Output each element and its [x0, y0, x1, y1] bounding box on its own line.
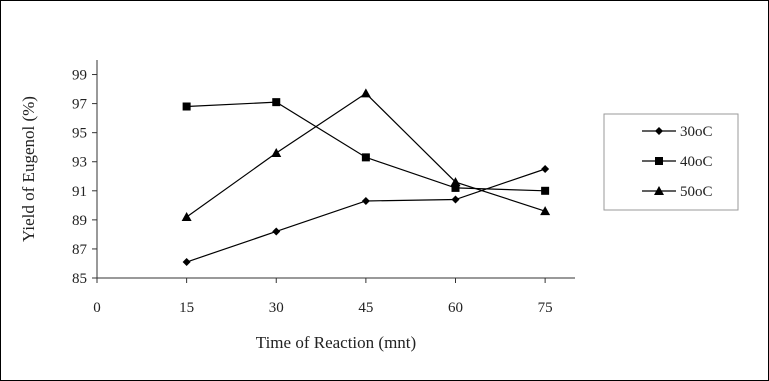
data-point [272, 227, 281, 236]
x-tick-label: 75 [538, 300, 553, 316]
legend-label: 40oC [680, 154, 713, 170]
legend-box [603, 113, 739, 211]
data-point [361, 153, 370, 162]
data-point [182, 102, 191, 111]
legend-item-2: 40oC [642, 154, 713, 170]
series-line [186, 168, 546, 263]
data-point [451, 183, 460, 192]
data-point [272, 98, 281, 107]
y-tick-label: 91 [72, 184, 87, 200]
legend-marker [654, 186, 664, 195]
series-line [186, 101, 546, 192]
legend-label: 50oC [680, 184, 713, 200]
series-3 [181, 88, 551, 221]
x-tick-label: 15 [179, 300, 194, 316]
data-point [181, 211, 192, 221]
data-point [182, 258, 191, 267]
y-tick-label: 85 [72, 271, 87, 287]
x-tick-label: 0 [93, 300, 101, 316]
y-tick-label: 95 [72, 126, 87, 142]
legend-label: 30oC [680, 124, 713, 140]
data-point [271, 148, 282, 158]
y-tick-label: 93 [72, 155, 87, 171]
y-ticks: 85 87 89 91 93 95 97 99 [72, 68, 97, 287]
data-point [451, 195, 460, 204]
y-axis-title: Yield of Eugenol (%) [19, 96, 38, 242]
legend-item-1: 30oC [642, 124, 713, 140]
legend-item-3: 50oC [642, 184, 713, 200]
x-tick-label: 30 [269, 300, 284, 316]
x-ticks: 0 15 30 45 60 75 [93, 278, 553, 316]
series-layer [181, 88, 551, 267]
axes [96, 60, 575, 279]
data-point [541, 165, 550, 173]
data-point [540, 206, 551, 216]
data-point [360, 88, 371, 98]
y-tick-label: 97 [72, 97, 88, 113]
x-axis-title: Time of Reaction (mnt) [256, 333, 416, 352]
x-tick-label: 45 [358, 300, 373, 316]
y-tick-label: 87 [72, 242, 88, 258]
legend-marker [655, 127, 663, 135]
legend-marker [655, 157, 663, 165]
data-point [450, 177, 461, 187]
y-tick-label: 99 [72, 68, 87, 84]
x-tick-label: 60 [448, 300, 463, 316]
series-2 [182, 98, 550, 195]
legend: 30oC 40oC 50oC [603, 113, 739, 211]
data-point [361, 196, 370, 205]
y-tick-label: 89 [72, 213, 87, 229]
data-point [541, 186, 550, 195]
